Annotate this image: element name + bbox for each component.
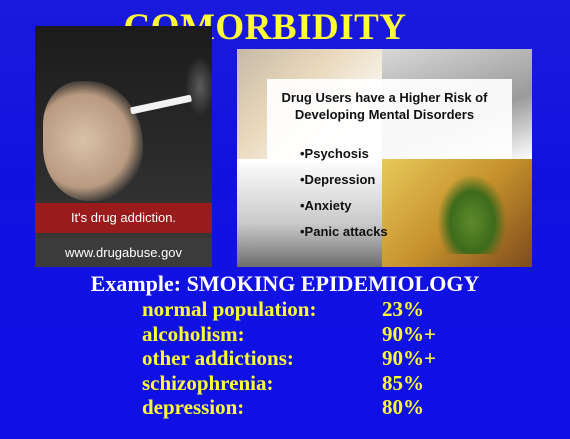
cigarette-ad-image: It's drug addiction. www.drugabuse.gov	[35, 26, 212, 267]
hand-image	[43, 81, 143, 201]
example-heading: Example: SMOKING EPIDEMIOLOGY	[90, 271, 480, 296]
collage-tile-bottom-left	[237, 159, 382, 267]
collage-heading-line1: Drug Users have a Higher Risk of	[281, 90, 488, 105]
stat-label: normal population:	[142, 297, 317, 321]
ad-tagline: It's drug addiction.	[35, 203, 212, 233]
stat-value: 23%	[382, 297, 424, 321]
cigarette-image	[129, 94, 193, 115]
smoke-image	[185, 56, 212, 116]
stat-value: 90%+	[382, 321, 436, 346]
collage-text-backdrop	[267, 79, 512, 159]
disorder-item-panic-attacks: •Panic attacks	[300, 224, 388, 239]
stat-label: depression:	[142, 395, 245, 419]
stat-row-depression: depression: 80%	[142, 395, 436, 420]
stat-row-alcoholism: alcoholism: 90%+	[142, 322, 436, 347]
ad-url: www.drugabuse.gov	[35, 238, 212, 267]
stat-label: other addictions:	[142, 346, 294, 370]
collage-heading-line2: Developing Mental Disorders	[294, 107, 475, 122]
disorder-item-anxiety: •Anxiety	[300, 198, 352, 213]
disorder-list: •Psychosis •Depression •Anxiety •Panic a…	[300, 145, 388, 249]
stat-row-schizophrenia: schizophrenia: 85%	[142, 371, 436, 396]
collage-heading: Drug Users have a Higher Risk of Develop…	[237, 89, 532, 123]
stat-value: 80%	[382, 395, 424, 419]
stat-row-normal-population: normal population: 23%	[142, 297, 436, 322]
stat-label: schizophrenia:	[142, 370, 274, 395]
stat-label: alcoholism:	[142, 321, 245, 346]
disorder-item-psychosis: •Psychosis	[300, 146, 369, 161]
mental-disorders-collage: Drug Users have a Higher Risk of Develop…	[237, 49, 532, 267]
stat-row-other-addictions: other addictions: 90%+	[142, 346, 436, 371]
disorder-item-depression: •Depression	[300, 172, 376, 187]
stat-value: 90%+	[382, 346, 436, 370]
smoking-stats-table: normal population: 23% alcoholism: 90%+ ot…	[142, 297, 436, 420]
stat-value: 85%	[382, 370, 424, 395]
cannabis-leaf-image	[437, 174, 507, 254]
